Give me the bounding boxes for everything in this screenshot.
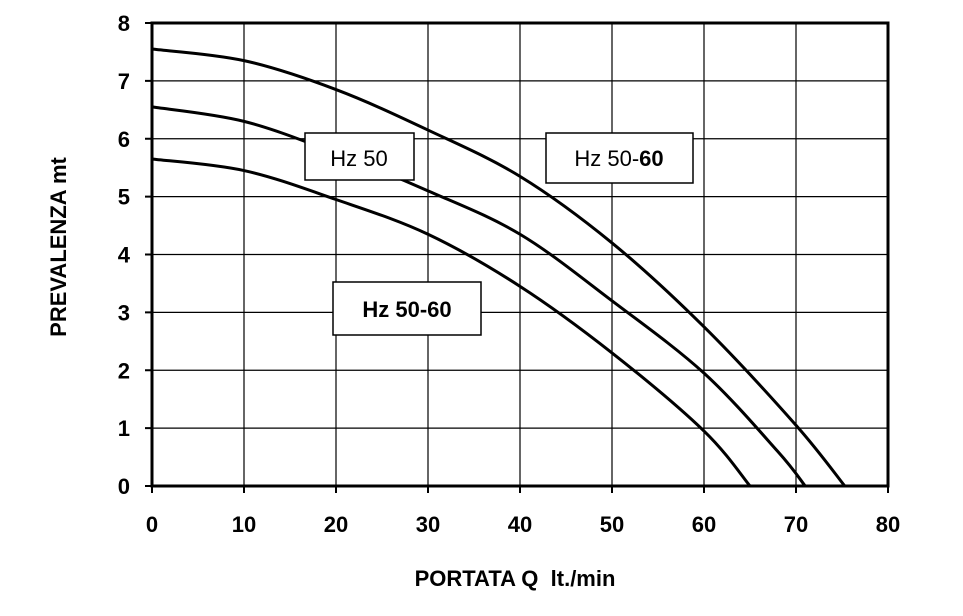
y-tick-labels: 0 1 2 3 4 5 6 7 8: [118, 11, 152, 499]
annotation-hz50-60-bottom-text-a: Hz: [362, 297, 395, 322]
x-tick-label-3: 30: [416, 512, 440, 537]
annotation-hz50: Hz 50: [304, 132, 415, 181]
curve-series-1: [151, 105, 807, 487]
annotation-hz50-text: Hz 50: [330, 146, 387, 171]
x-tick-label-4: 40: [508, 512, 532, 537]
curve-series-2: [151, 157, 752, 487]
annotation-hz50-60-top-box: [545, 132, 694, 184]
annotation-hz50-60-top-label: Hz 50-60: [574, 146, 663, 171]
curves: [151, 47, 846, 487]
y-tick-label-4: 4: [118, 243, 131, 268]
y-tick-label-1: 1: [118, 416, 130, 441]
x-tick-label-5: 50: [600, 512, 624, 537]
x-tick-label-6: 60: [692, 512, 716, 537]
x-tick-label-0: 0: [146, 512, 158, 537]
annotation-hz50-60-bottom-box: [332, 281, 482, 336]
annotation-hz50-60-top-text-b: 60: [639, 146, 663, 171]
annotation-hz50-60-top: Hz 50-60: [545, 132, 694, 184]
annotation-hz50-60-bottom-text-b: 50: [395, 297, 419, 322]
annotation-hz50-label: Hz 50: [330, 146, 387, 171]
y-tick-label-3: 3: [118, 300, 130, 325]
annotation-hz50-60-bottom-label: Hz 50-60: [362, 297, 451, 322]
annotation-hz50-60-bottom-text-c: -60: [420, 297, 452, 322]
curve-series-0: [151, 47, 846, 487]
annotation-hz50-60-top-text-a: Hz 50-: [574, 146, 639, 171]
x-tick-label-8: 80: [876, 512, 900, 537]
y-tick-label-2: 2: [118, 358, 130, 383]
x-tick-labels: 0 10 20 30 40 50 60 70 80: [146, 486, 900, 537]
y-tick-label-8: 8: [118, 11, 130, 36]
x-axis-title: PORTATA Q lt./min: [415, 566, 616, 591]
y-tick-label-5: 5: [118, 185, 130, 210]
y-tick-label-7: 7: [118, 69, 130, 94]
y-axis-title: PREVALENZA mt: [46, 156, 71, 336]
x-tick-label-1: 10: [232, 512, 256, 537]
annotation-hz50-box: [304, 132, 415, 181]
y-tick-label-6: 6: [118, 127, 130, 152]
grid: [151, 22, 889, 487]
x-tick-label-7: 70: [784, 512, 808, 537]
x-tick-label-2: 20: [324, 512, 348, 537]
annotation-hz50-60-bottom: Hz 50-60: [332, 281, 482, 336]
y-tick-label-0: 0: [118, 474, 130, 499]
